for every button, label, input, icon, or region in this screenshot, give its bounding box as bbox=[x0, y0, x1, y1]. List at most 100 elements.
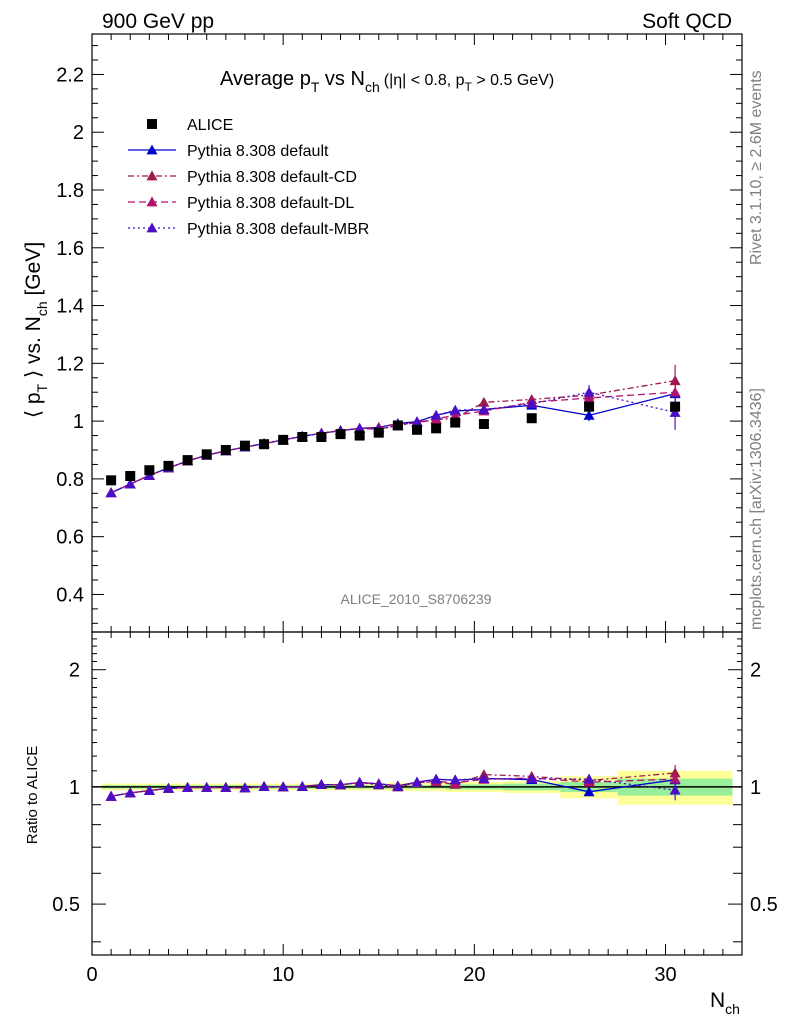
x-tick-label: 10 bbox=[272, 964, 294, 986]
ratio-series-marker bbox=[143, 785, 155, 796]
legend: ALICE Pythia 8.308 default Pythia 8.308 de… bbox=[128, 117, 369, 238]
y-axis-label: ⟨ pT ⟩ vs. Nch [GeV] bbox=[22, 242, 50, 418]
data-point bbox=[144, 465, 155, 476]
ratio-tick-label: 0.5 bbox=[52, 894, 80, 916]
ratio-series-marker bbox=[258, 781, 270, 791]
data-point bbox=[163, 460, 174, 471]
ratio-series-marker bbox=[669, 773, 681, 784]
analysis-label: ALICE_2010_S8706239 bbox=[340, 591, 491, 607]
ratio-y-axis-label: Ratio to ALICE bbox=[24, 746, 41, 844]
series-marker bbox=[526, 398, 538, 409]
ratio-series-marker bbox=[182, 781, 194, 792]
data-point bbox=[450, 417, 461, 428]
legend-marker bbox=[146, 170, 158, 181]
series-marker bbox=[449, 404, 461, 415]
legend-marker bbox=[146, 196, 158, 207]
data-point bbox=[201, 449, 212, 460]
series-marker bbox=[669, 406, 681, 417]
legend-label: Pythia 8.308 default-CD bbox=[187, 169, 357, 186]
ratio-series-marker bbox=[220, 781, 232, 792]
ratio-series-marker bbox=[296, 781, 308, 791]
legend-label: Pythia 8.308 default bbox=[187, 143, 329, 160]
ratio-tick-label-right: 0.5 bbox=[750, 894, 778, 916]
legend-label: Pythia 8.308 default-DL bbox=[187, 195, 354, 212]
ratio-series-marker bbox=[105, 790, 117, 801]
x-axis-label: Nch bbox=[710, 989, 740, 1017]
legend-label: Pythia 8.308 default-MBR bbox=[187, 221, 369, 238]
data-point bbox=[584, 401, 595, 412]
y-tick-label: 0.8 bbox=[56, 469, 84, 491]
series-marker bbox=[411, 416, 423, 427]
data-point bbox=[297, 432, 308, 442]
ratio-series-marker bbox=[239, 782, 251, 793]
y-tick-label: 1.6 bbox=[56, 238, 84, 260]
series-marker bbox=[583, 386, 595, 397]
data-point bbox=[239, 440, 250, 451]
rivet-label: Rivet 3.1.10, ≥ 2.6M events bbox=[748, 70, 765, 265]
x-tick-label: 30 bbox=[654, 964, 676, 986]
ratio-series-marker bbox=[315, 779, 327, 789]
ratio-series-marker bbox=[449, 774, 461, 785]
ratio-series-marker bbox=[430, 773, 442, 784]
ratio-series-marker bbox=[392, 781, 404, 792]
data-point bbox=[670, 401, 681, 412]
data-point bbox=[316, 432, 327, 442]
series-marker bbox=[478, 396, 490, 407]
ratio-series-marker bbox=[335, 779, 347, 790]
data-point bbox=[125, 471, 136, 481]
data-point bbox=[412, 424, 422, 435]
ratio-series-marker bbox=[277, 781, 289, 792]
ratio-series-marker bbox=[583, 786, 595, 797]
y-tick-label: 1.8 bbox=[56, 180, 84, 202]
ratio-series-marker bbox=[124, 787, 136, 798]
data-point bbox=[220, 445, 231, 455]
legend-marker bbox=[146, 144, 158, 155]
ratio-tick-label: 1 bbox=[69, 777, 80, 799]
series-line bbox=[110, 391, 676, 494]
y-tick-label: 0.6 bbox=[56, 527, 84, 549]
ratio-series-marker bbox=[354, 777, 366, 787]
main-panel-series bbox=[105, 364, 681, 498]
ratio-series-marker bbox=[411, 776, 423, 787]
ratio-tick-label-right: 1 bbox=[750, 777, 761, 799]
series-marker bbox=[354, 422, 366, 433]
data-point bbox=[278, 434, 289, 445]
ratio-panel-series bbox=[105, 765, 681, 801]
series-marker bbox=[669, 386, 681, 397]
data-point bbox=[354, 430, 365, 441]
legend-marker bbox=[146, 222, 158, 233]
data-point bbox=[259, 439, 270, 450]
chart-title: Average pT vs Nch (|η| < 0.8, pT > 0.5 Ge… bbox=[220, 68, 554, 95]
data-point bbox=[182, 455, 193, 466]
ratio-series-marker bbox=[669, 784, 681, 795]
ratio-tick-label-right: 2 bbox=[750, 660, 761, 682]
x-tick-label: 20 bbox=[463, 964, 485, 986]
data-point bbox=[106, 475, 117, 486]
header-right: Soft QCD bbox=[642, 10, 732, 33]
series-marker bbox=[449, 409, 461, 420]
ratio-series-marker bbox=[478, 773, 490, 783]
series-marker bbox=[124, 478, 136, 489]
ratio-series-marker bbox=[201, 781, 213, 792]
series-marker bbox=[430, 409, 442, 420]
series-marker bbox=[105, 487, 117, 498]
y-tick-label: 0.4 bbox=[56, 584, 84, 606]
y-tick-label: 1.2 bbox=[56, 353, 84, 375]
data-point bbox=[526, 413, 537, 424]
data-point bbox=[431, 423, 442, 434]
legend-label: ALICE bbox=[187, 117, 233, 134]
x-tick-label: 0 bbox=[86, 964, 97, 986]
series-marker bbox=[478, 404, 490, 414]
data-point bbox=[335, 429, 346, 440]
series-line bbox=[110, 391, 676, 494]
ratio-series-marker bbox=[162, 782, 174, 793]
y-tick-label: 2 bbox=[73, 122, 84, 144]
data-point bbox=[373, 427, 384, 438]
ratio-tick-label: 2 bbox=[69, 660, 80, 682]
data-point bbox=[392, 420, 403, 431]
series-marker bbox=[583, 409, 595, 420]
y-tick-label: 2.2 bbox=[56, 64, 84, 86]
ratio-series-marker bbox=[526, 773, 538, 784]
legend-marker-data bbox=[147, 119, 157, 129]
